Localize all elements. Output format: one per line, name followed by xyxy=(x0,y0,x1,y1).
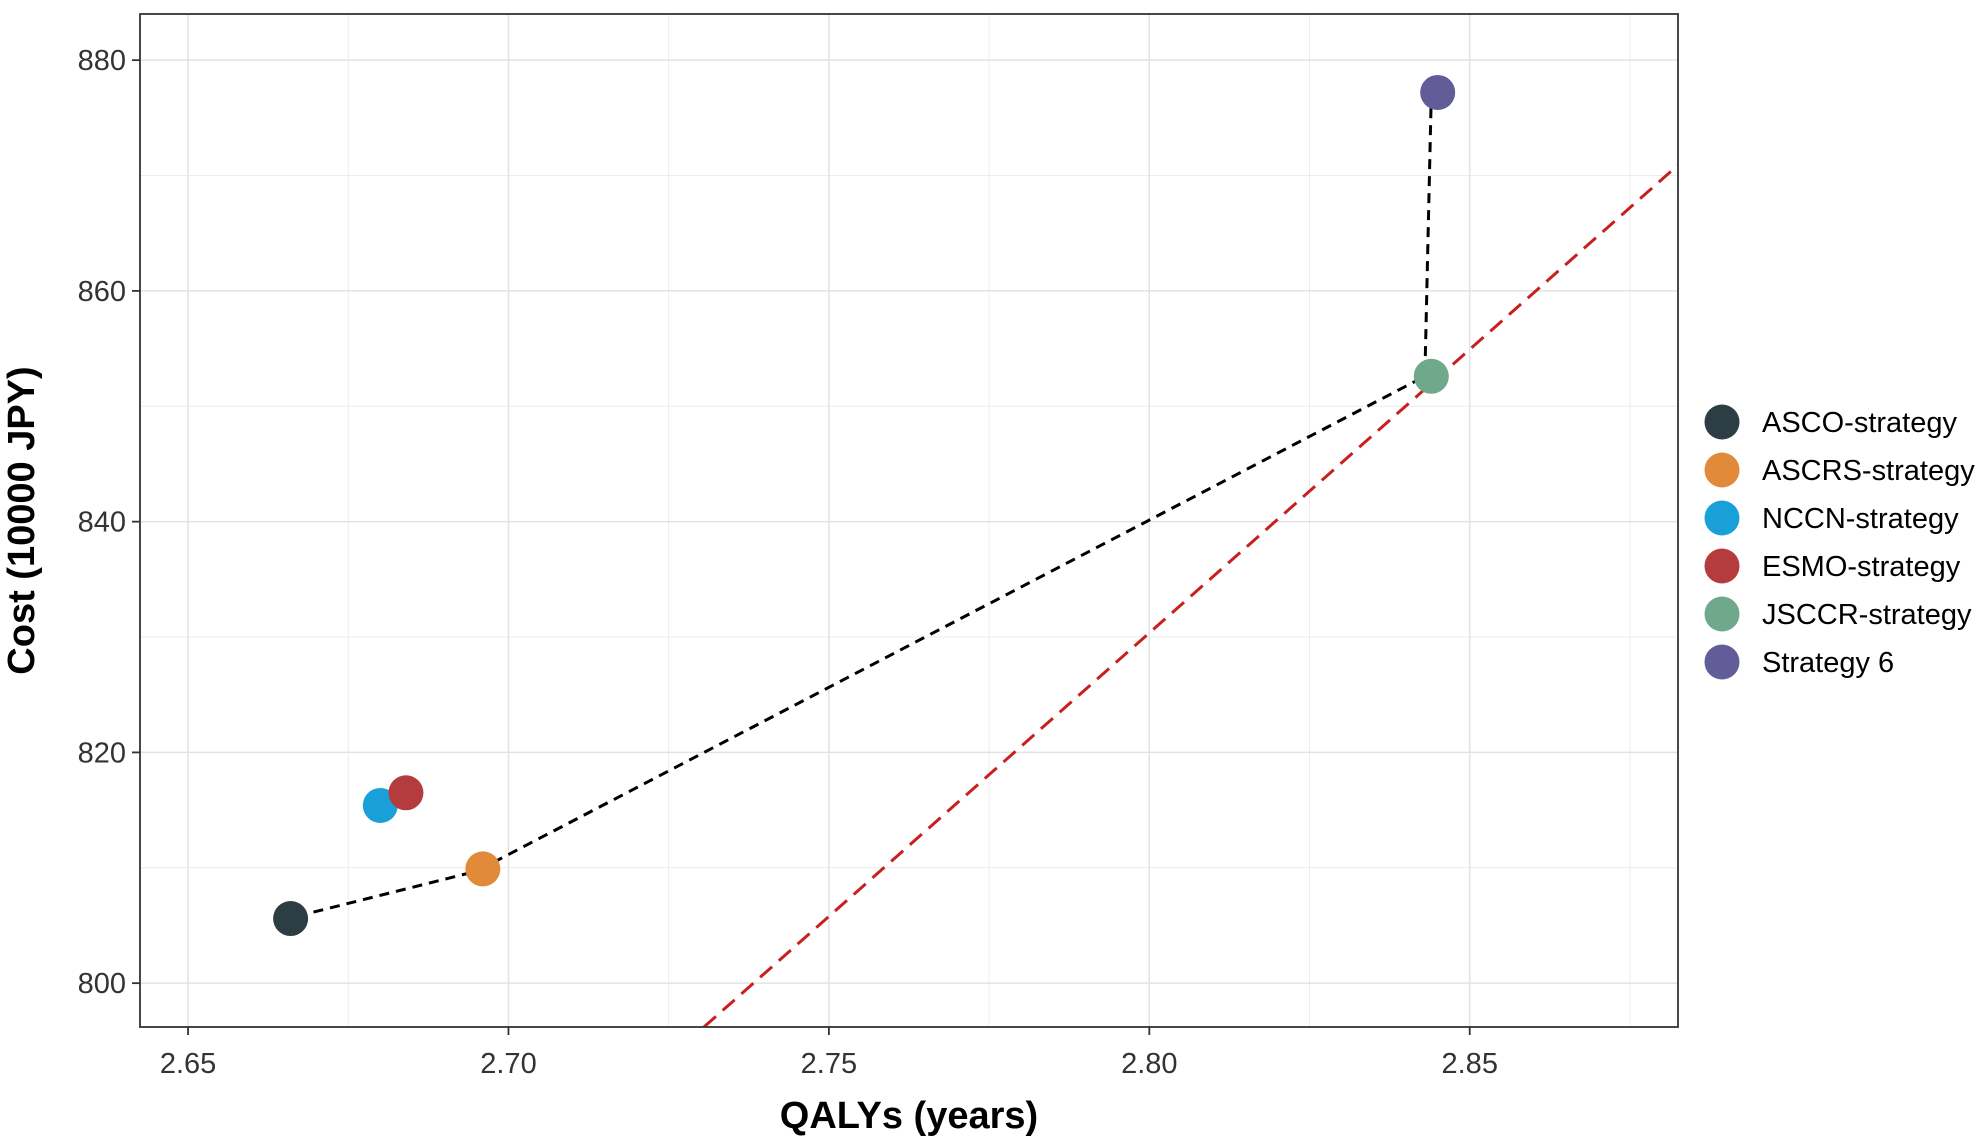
y-axis-ticks: 800 820 840 860 880 xyxy=(78,45,140,1000)
x-tick-label: 2.75 xyxy=(801,1048,857,1080)
y-tick-label: 800 xyxy=(78,968,126,1000)
frontier-line xyxy=(296,94,1433,918)
y-tick-label: 880 xyxy=(78,45,126,77)
legend-label-esmo-strategy: ESMO-strategy xyxy=(1762,551,1961,583)
legend-label-strategy-6: Strategy 6 xyxy=(1762,647,1894,679)
minor-gridlines xyxy=(140,14,1678,1027)
point-esmo-strategy xyxy=(388,775,424,811)
y-tick-label: 820 xyxy=(78,737,126,769)
legend-label-nccn-strategy: NCCN-strategy xyxy=(1762,503,1959,535)
plot-frame xyxy=(139,13,1679,1028)
data-points xyxy=(273,74,1456,937)
point-strategy-6 xyxy=(1420,74,1456,110)
x-tick-label: 2.65 xyxy=(160,1048,216,1080)
y-axis-title: Cost (10000 JPY) xyxy=(1,366,43,674)
threshold-line xyxy=(702,164,1678,1027)
x-tick-label: 2.85 xyxy=(1442,1048,1498,1080)
x-axis-ticks: 2.65 2.70 2.75 2.80 2.85 xyxy=(160,1027,1498,1080)
point-ascrs-strategy xyxy=(465,851,501,887)
legend-key-jsccr-strategy xyxy=(1704,596,1740,632)
x-tick-label: 2.80 xyxy=(1121,1048,1177,1080)
point-jsccr-strategy xyxy=(1413,358,1449,394)
x-tick-label: 2.70 xyxy=(480,1048,536,1080)
legend-key-strategy-6 xyxy=(1704,644,1740,680)
chart-lines xyxy=(296,94,1678,1027)
legend-key-nccn-strategy xyxy=(1704,500,1740,536)
legend-label-ascrs-strategy: ASCRS-strategy xyxy=(1762,455,1975,487)
legend: ASCO-strategy ASCRS-strategy NCCN-strategy… xyxy=(1704,404,1975,680)
legend-label-jsccr-strategy: JSCCR-strategy xyxy=(1762,599,1972,631)
y-tick-label: 860 xyxy=(78,276,126,308)
legend-key-asco-strategy xyxy=(1704,404,1740,440)
legend-key-ascrs-strategy xyxy=(1704,452,1740,488)
point-asco-strategy xyxy=(273,901,309,937)
legend-label-asco-strategy: ASCO-strategy xyxy=(1762,407,1957,439)
legend-key-esmo-strategy xyxy=(1704,548,1740,584)
x-axis-title: QALYs (years) xyxy=(780,1095,1038,1137)
y-tick-label: 840 xyxy=(78,507,126,539)
